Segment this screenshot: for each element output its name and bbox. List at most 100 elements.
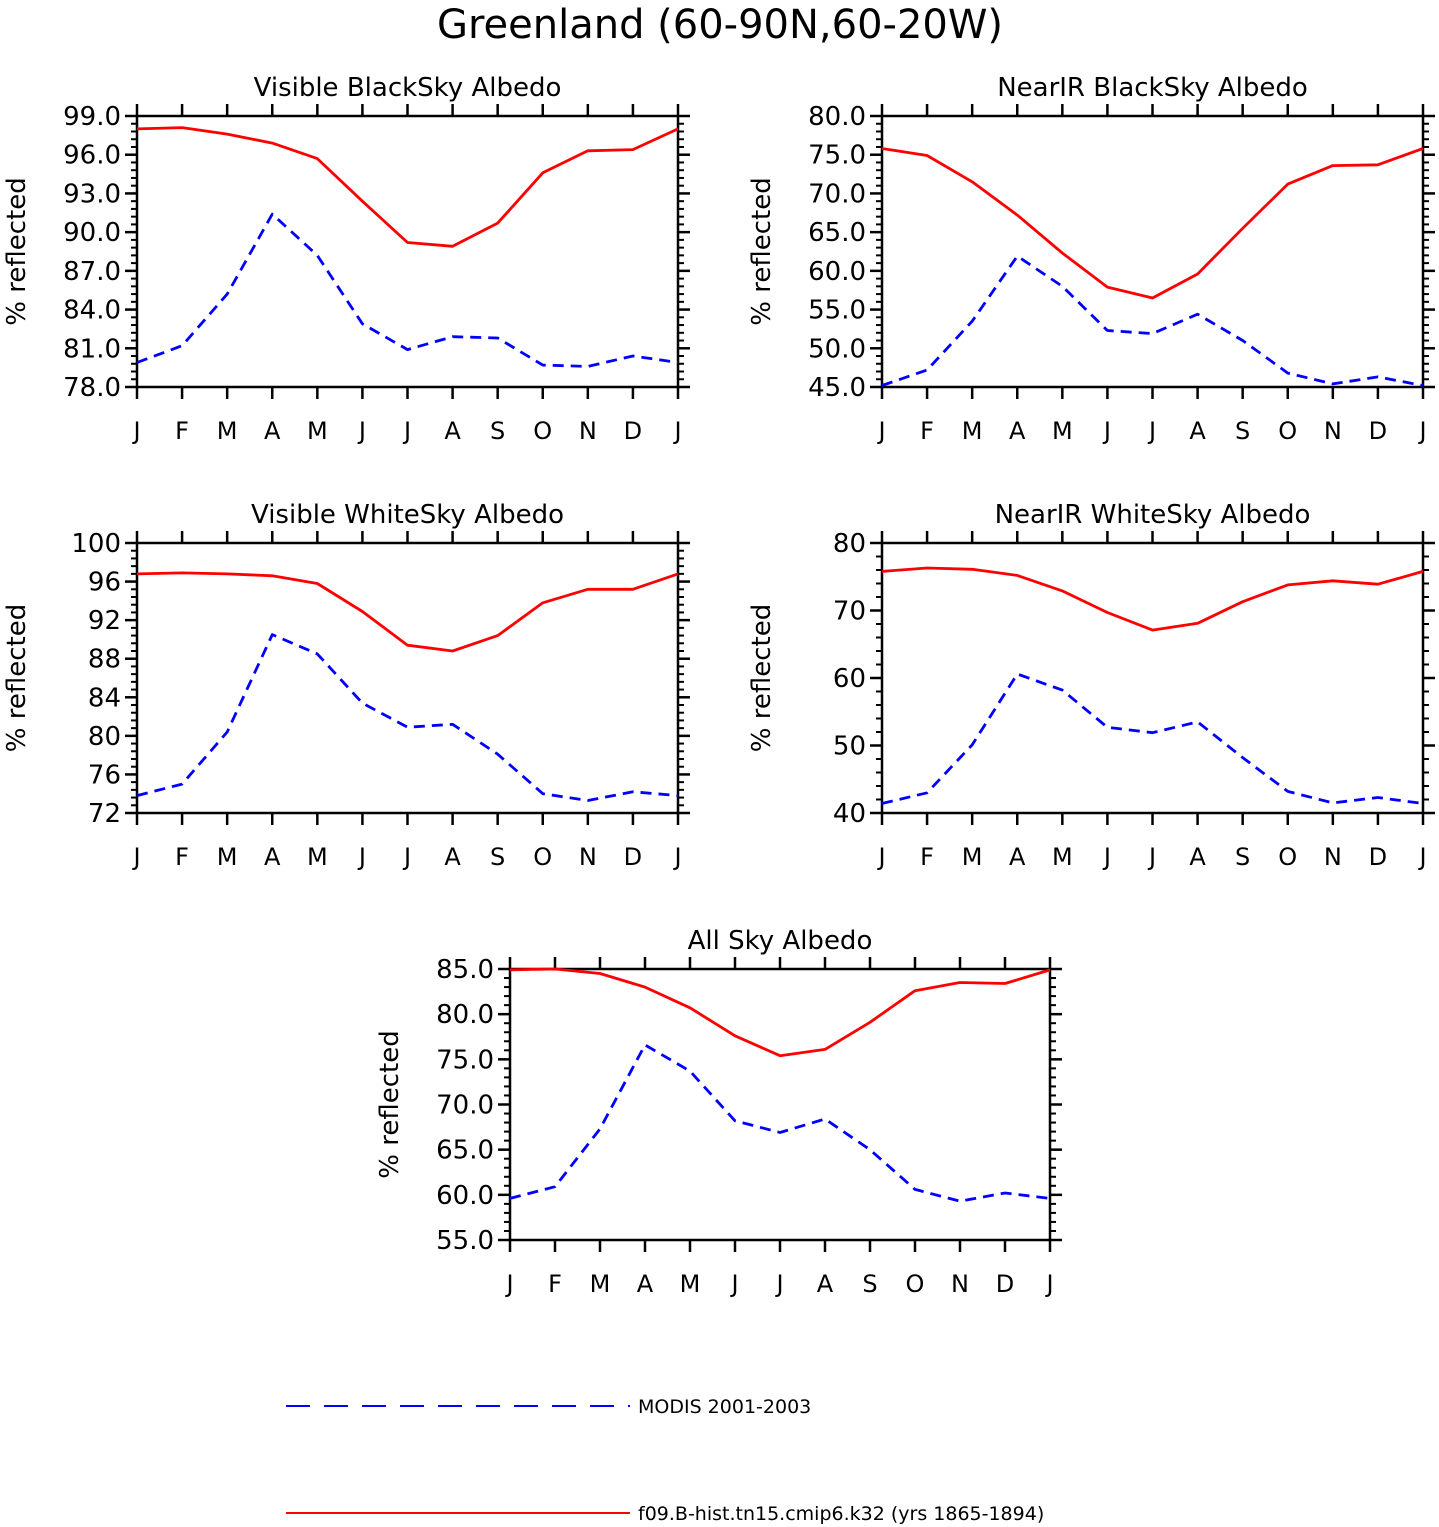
legend-model-label: f09.B-hist.tn15.cmip6.k32 (yrs 1865-1894… — [638, 1503, 1044, 1525]
plot-frame — [135, 114, 680, 389]
y-tick-label: 50.0 — [808, 334, 866, 364]
x-tick-label: J — [1147, 843, 1156, 871]
x-tick-label: M — [590, 1270, 611, 1298]
x-tick-label: J — [1417, 417, 1426, 445]
series-line-modis — [881, 254, 1424, 387]
y-tick-label: 76 — [88, 760, 121, 790]
y-tick-label: 92 — [88, 606, 121, 636]
x-tick-label: N — [579, 417, 597, 445]
y-tick-label: 80 — [88, 722, 121, 752]
x-tick-label: M — [680, 1270, 701, 1298]
y-tick-label: 65.0 — [808, 218, 866, 248]
x-tick-label: F — [920, 843, 934, 871]
y-tick-label: 72 — [88, 799, 121, 829]
y-tick-label: 50 — [833, 732, 866, 762]
y-tick-label: 60.0 — [436, 1181, 494, 1211]
x-tick-label: J — [729, 1270, 738, 1298]
y-axis-label: % reflected — [747, 177, 777, 325]
x-tick-label: N — [951, 1270, 969, 1298]
x-tick-label: A — [1009, 843, 1026, 871]
x-tick-label: J — [1044, 1270, 1053, 1298]
series-line-model — [881, 147, 1424, 300]
x-tick-label: F — [175, 417, 189, 445]
series-line-modis — [509, 1043, 1051, 1203]
series-line-modis — [136, 212, 679, 368]
x-tick-label: J — [876, 417, 885, 445]
x-tick-label: J — [402, 417, 411, 445]
x-tick-label: J — [131, 843, 140, 871]
x-tick-label: A — [444, 843, 461, 871]
chart-title: NearIR BlackSky Albedo — [997, 73, 1308, 103]
x-tick-label: N — [1324, 843, 1342, 871]
y-tick-label: 100 — [71, 529, 121, 559]
chart-title: Visible BlackSky Albedo — [254, 73, 562, 103]
x-tick-label: M — [307, 843, 328, 871]
x-tick-label: O — [1278, 417, 1297, 445]
y-tick-label: 87.0 — [63, 257, 121, 287]
series-line-model — [136, 571, 679, 653]
chart-panel-all-sky: All Sky Albedo % reflected 55.0 60.0 65.0 70.… — [375, 926, 1062, 1298]
y-tick-label: 55.0 — [436, 1226, 494, 1256]
y-axis-label: % reflected — [375, 1030, 405, 1178]
x-tick-label: D — [624, 843, 642, 871]
x-tick-label: D — [996, 1270, 1014, 1298]
x-tick-label: J — [357, 843, 366, 871]
x-tick-label: M — [217, 417, 238, 445]
y-tick-label: 84 — [88, 683, 121, 713]
y-tick-label: 96.0 — [63, 141, 121, 171]
x-tick-label: A — [637, 1270, 654, 1298]
plot-frame — [135, 541, 680, 815]
x-tick-label: O — [533, 417, 552, 445]
legend: MODIS 2001-2003 f09.B-hist.tn15.cmip6.k3… — [286, 1396, 1044, 1525]
chart-panel-visible-blacksky: Visible BlackSky Albedo % reflected 78.0 81… — [2, 73, 690, 445]
series-line-modis — [881, 672, 1424, 805]
y-tick-label: 70.0 — [436, 1091, 494, 1121]
y-tick-label: 70 — [833, 597, 866, 627]
x-tick-label: N — [1324, 417, 1342, 445]
x-tick-label: N — [579, 843, 597, 871]
y-tick-label: 60 — [833, 664, 866, 694]
x-tick-label: A — [1189, 417, 1206, 445]
x-tick-label: J — [672, 843, 681, 871]
legend-obs-label: MODIS 2001-2003 — [638, 1396, 811, 1418]
y-tick-label: 99.0 — [63, 102, 121, 132]
chart-panel-nearir-whitesky: NearIR WhiteSky Albedo % reflected 40 50 60 7… — [747, 500, 1435, 871]
x-tick-label: A — [444, 417, 461, 445]
x-tick-label: M — [217, 843, 238, 871]
x-tick-label: S — [862, 1270, 877, 1298]
y-tick-label: 81.0 — [63, 334, 121, 364]
y-tick-label: 80.0 — [808, 102, 866, 132]
y-tick-label: 80 — [833, 529, 866, 559]
x-tick-label: A — [817, 1270, 834, 1298]
y-axis-label: % reflected — [2, 177, 32, 325]
chart-title: Visible WhiteSky Albedo — [251, 500, 564, 530]
x-tick-label: M — [1052, 843, 1073, 871]
x-tick-label: O — [906, 1270, 925, 1298]
y-tick-label: 60.0 — [808, 257, 866, 287]
chart-panel-visible-whitesky: Visible WhiteSky Albedo % reflected 72 76 80… — [2, 500, 690, 871]
y-tick-label: 75.0 — [808, 141, 866, 171]
y-tick-label: 65.0 — [436, 1136, 494, 1166]
x-tick-label: M — [1052, 417, 1073, 445]
y-tick-label: 55.0 — [808, 296, 866, 326]
chart-title: All Sky Albedo — [688, 926, 873, 956]
y-tick-label: 88 — [88, 645, 121, 675]
x-tick-label: J — [504, 1270, 513, 1298]
y-tick-label: 75.0 — [436, 1045, 494, 1075]
page-title: Greenland (60-90N,60-20W) — [437, 2, 1003, 48]
series-line-modis — [136, 633, 679, 802]
x-tick-label: F — [175, 843, 189, 871]
series-line-model — [136, 126, 679, 248]
x-tick-label: O — [533, 843, 552, 871]
x-tick-label: S — [490, 417, 505, 445]
x-tick-label: D — [1369, 417, 1387, 445]
x-tick-label: J — [1102, 843, 1111, 871]
x-tick-label: A — [264, 843, 281, 871]
chart-panel-nearir-blacksky: NearIR BlackSky Albedo % reflected 45.0 50.… — [747, 73, 1435, 445]
x-tick-label: J — [1147, 417, 1156, 445]
x-tick-label: J — [1102, 417, 1111, 445]
x-tick-label: S — [1235, 843, 1250, 871]
x-tick-label: J — [357, 417, 366, 445]
y-tick-label: 78.0 — [63, 373, 121, 403]
